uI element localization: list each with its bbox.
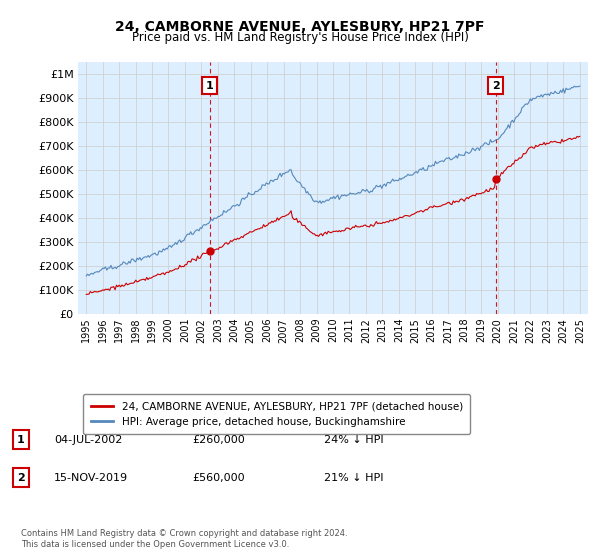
Text: Price paid vs. HM Land Registry's House Price Index (HPI): Price paid vs. HM Land Registry's House … bbox=[131, 31, 469, 44]
Text: 04-JUL-2002: 04-JUL-2002 bbox=[54, 435, 122, 445]
Text: 2: 2 bbox=[17, 473, 25, 483]
Text: 2: 2 bbox=[491, 81, 499, 91]
Text: Contains HM Land Registry data © Crown copyright and database right 2024.
This d: Contains HM Land Registry data © Crown c… bbox=[21, 529, 347, 549]
Text: 24% ↓ HPI: 24% ↓ HPI bbox=[324, 435, 383, 445]
Text: 15-NOV-2019: 15-NOV-2019 bbox=[54, 473, 128, 483]
Text: £560,000: £560,000 bbox=[192, 473, 245, 483]
Text: 21% ↓ HPI: 21% ↓ HPI bbox=[324, 473, 383, 483]
Text: 1: 1 bbox=[206, 81, 214, 91]
Text: £260,000: £260,000 bbox=[192, 435, 245, 445]
Text: 24, CAMBORNE AVENUE, AYLESBURY, HP21 7PF: 24, CAMBORNE AVENUE, AYLESBURY, HP21 7PF bbox=[115, 20, 485, 34]
Text: 1: 1 bbox=[17, 435, 25, 445]
Legend: 24, CAMBORNE AVENUE, AYLESBURY, HP21 7PF (detached house), HPI: Average price, d: 24, CAMBORNE AVENUE, AYLESBURY, HP21 7PF… bbox=[83, 394, 470, 434]
